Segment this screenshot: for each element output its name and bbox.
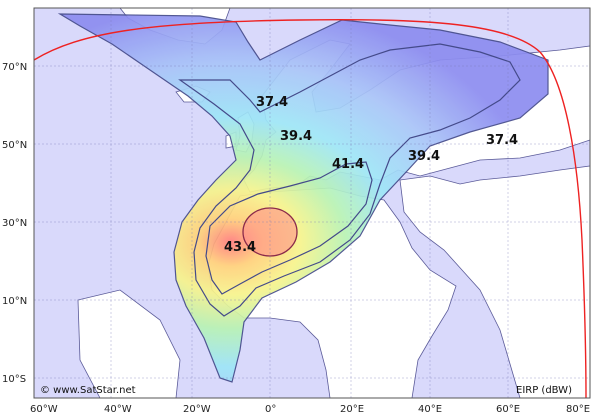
contour-label-39-east: 39.4 [408,149,440,164]
lat-label-10n: 10°N [2,296,27,307]
lon-label-60w: 60°W [30,404,58,415]
lon-label-40e: 40°E [418,404,442,415]
lon-label-40w: 40°W [104,404,132,415]
horizon-arc [33,18,587,399]
map-frame [33,7,591,399]
coverage-zone-37 [57,13,549,383]
contour-label-41: 41.4 [332,157,364,172]
lon-label-80e: 80°E [566,404,590,415]
contour-label-37-east: 37.4 [486,133,518,148]
coverage-zone-41 [205,161,373,295]
lat-label-50n: 50°N [2,140,27,151]
lon-label-60e: 60°E [496,404,520,415]
south-america-land [77,289,181,399]
contour-label-37-north: 37.4 [256,95,288,110]
contour-label-39-north: 39.4 [280,129,312,144]
graticule [34,8,590,398]
lat-label-30n: 30°N [2,218,27,229]
lon-label-20w: 20°W [183,404,211,415]
lon-label-20e: 20°E [340,404,364,415]
contour-label-43: 43.4 [224,240,256,255]
lon-label-0: 0° [265,404,276,415]
lat-label-10s: 10°S [2,374,26,385]
lat-label-70n: 70°N [2,62,27,73]
credit-text: © www.SatStar.net [40,385,136,396]
unit-label: EIRP (dBW) [516,385,572,396]
coverage-zone-39 [178,43,521,317]
